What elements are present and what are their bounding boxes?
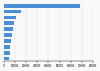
Bar xyxy=(4,21,14,25)
Bar xyxy=(4,4,80,8)
Bar xyxy=(4,10,22,13)
Bar xyxy=(4,27,13,31)
Bar xyxy=(4,51,10,55)
Bar xyxy=(4,57,9,60)
Bar xyxy=(4,33,12,37)
Bar xyxy=(4,39,11,43)
Bar xyxy=(4,16,16,19)
Bar xyxy=(4,45,10,49)
